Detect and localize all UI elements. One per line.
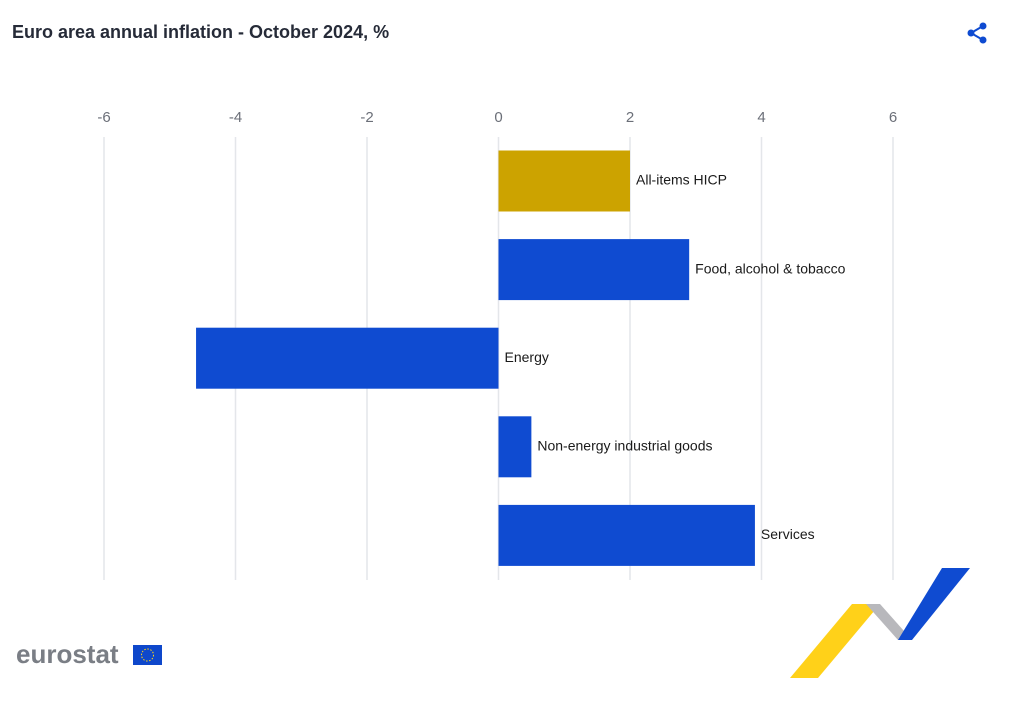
ribbon xyxy=(898,568,970,640)
x-tick-label: 0 xyxy=(494,109,502,126)
eu-flag xyxy=(133,645,162,665)
x-tick-label: 2 xyxy=(626,109,634,126)
share-line xyxy=(970,25,984,34)
category-label: Services xyxy=(761,526,815,542)
eu-stars xyxy=(141,648,154,662)
logo-text: eurostat xyxy=(16,639,119,669)
chart-title: Euro area annual inflation - October 202… xyxy=(12,22,389,42)
bar xyxy=(196,327,499,389)
bar xyxy=(498,150,630,212)
x-tick-label: 6 xyxy=(889,109,897,126)
bar xyxy=(498,504,755,566)
x-tick-label: -6 xyxy=(97,109,110,126)
ribbon xyxy=(866,604,912,640)
x-tick-label: -2 xyxy=(360,109,373,126)
bar xyxy=(498,239,690,301)
share-button[interactable] xyxy=(967,22,987,44)
ribbon xyxy=(790,604,880,678)
bar xyxy=(498,416,532,478)
category-label: Energy xyxy=(505,349,549,365)
x-tick-label: -4 xyxy=(229,109,242,126)
category-label: All-items HICP xyxy=(636,172,727,188)
share-line xyxy=(970,32,984,41)
category-label: Non-energy industrial goods xyxy=(537,438,712,454)
x-tick-label: 4 xyxy=(757,109,765,126)
category-label: Food, alcohol & tobacco xyxy=(695,260,845,276)
